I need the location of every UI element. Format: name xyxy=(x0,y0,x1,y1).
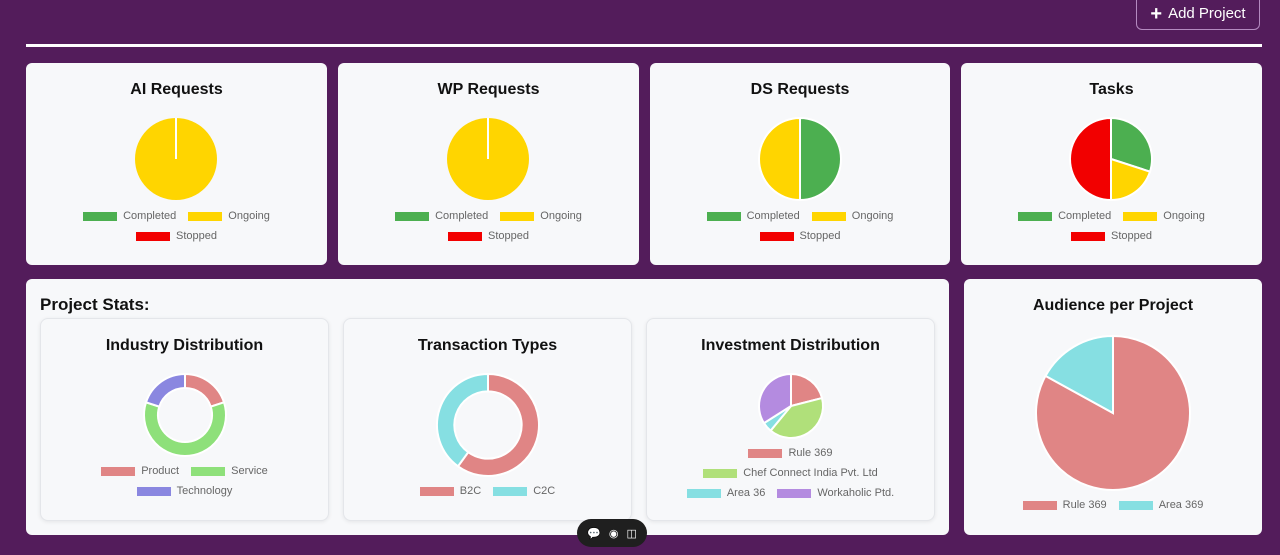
investment-distribution-card: Investment Distribution Rule 369 Chef Co… xyxy=(646,318,935,521)
tasks-card: Tasks Completed Ongoing Stopped xyxy=(961,63,1262,265)
slice-ongoing[interactable] xyxy=(758,116,801,202)
ds-requests-title: DS Requests xyxy=(750,81,850,98)
ai-requests-pie xyxy=(135,118,217,200)
project-stats-card: Project Stats: Industry Distribution Pro… xyxy=(26,279,949,535)
wp-requests-title: WP Requests xyxy=(437,81,540,98)
legend-rule-369[interactable]: Rule 369 xyxy=(1022,499,1107,511)
slice-service[interactable] xyxy=(143,401,227,457)
legend-rule-369[interactable]: Rule 369 xyxy=(748,447,833,459)
slice-technology[interactable] xyxy=(144,372,186,408)
ai-requests-title: AI Requests xyxy=(130,81,223,98)
investment-title: Investment Distribution xyxy=(701,337,880,354)
wp-requests-card: WP Requests Completed Ongoing Stopped xyxy=(338,63,639,265)
slice-product[interactable] xyxy=(184,372,226,408)
comment-icon[interactable]: 💬 xyxy=(587,527,601,540)
audience-pie xyxy=(1035,334,1191,491)
transaction-types-card: Transaction Types B2C C2C xyxy=(343,318,632,521)
legend-workaholic[interactable]: Workaholic Ptd. xyxy=(777,487,894,499)
panel-icon[interactable]: ◫ xyxy=(626,527,637,540)
ds-requests-card: DS Requests Completed Ongoing Stopped xyxy=(650,63,950,265)
legend-area-36[interactable]: Area 36 xyxy=(686,487,765,499)
tasks-pie xyxy=(1069,116,1153,202)
audience-legend: Rule 369 Area 369 xyxy=(964,495,1262,515)
legend-stopped[interactable]: Stopped xyxy=(136,230,217,242)
legend-technology[interactable]: Technology xyxy=(136,485,232,497)
slice-workaholic-ptd-[interactable] xyxy=(758,372,792,425)
transaction-legend: B2C C2C xyxy=(344,481,631,501)
industry-title: Industry Distribution xyxy=(105,337,264,354)
slice-ongoing[interactable] xyxy=(1110,157,1152,202)
slice-area-369[interactable] xyxy=(1044,334,1114,415)
transaction-title: Transaction Types xyxy=(417,337,558,354)
legend-ongoing[interactable]: Ongoing xyxy=(811,210,893,222)
slice-c2c[interactable] xyxy=(436,372,489,468)
legend-product[interactable]: Product xyxy=(101,465,179,477)
legend-completed[interactable]: Completed xyxy=(706,210,800,222)
investment-pie xyxy=(758,372,824,439)
slice-chef-connect-india-pvt-ltd[interactable] xyxy=(769,396,824,439)
audience-card: Audience per Project Rule 369 Area 369 xyxy=(964,279,1262,535)
industry-donut xyxy=(143,372,227,457)
tasks-title: Tasks xyxy=(1089,81,1134,98)
legend-area-369[interactable]: Area 369 xyxy=(1118,499,1203,511)
legend-ongoing[interactable]: Ongoing xyxy=(188,210,270,222)
industry-distribution-card: Industry Distribution Product Service Tec… xyxy=(40,318,329,521)
legend-ongoing[interactable]: Ongoing xyxy=(500,210,582,222)
legend-completed[interactable]: Completed xyxy=(83,210,176,222)
project-stats-title: Project Stats: xyxy=(40,295,150,314)
ds-requests-legend: Completed Ongoing Stopped xyxy=(650,206,950,246)
legend-completed[interactable]: Completed xyxy=(395,210,488,222)
audience-title: Audience per Project xyxy=(1032,297,1194,314)
slice-completed[interactable] xyxy=(1110,116,1153,173)
slice-completed[interactable] xyxy=(799,116,842,202)
tasks-legend: Completed Ongoing Stopped xyxy=(961,206,1262,246)
header-divider xyxy=(26,44,1262,47)
legend-chef-connect[interactable]: Chef Connect India Pvt. Ltd xyxy=(703,467,878,479)
slice-stopped[interactable] xyxy=(1069,116,1112,202)
legend-b2c[interactable]: B2C xyxy=(419,485,481,497)
add-project-label: Add Project xyxy=(1168,5,1246,22)
wp-requests-legend: Completed Ongoing Stopped xyxy=(338,206,639,246)
legend-service[interactable]: Service xyxy=(191,465,268,477)
legend-stopped[interactable]: Stopped xyxy=(1071,230,1152,242)
legend-stopped[interactable]: Stopped xyxy=(448,230,529,242)
ai-requests-card: AI Requests Completed Ongoing Stopped xyxy=(26,63,327,265)
ai-requests-legend: Completed Ongoing Stopped xyxy=(26,206,327,246)
view-icon[interactable]: ◉ xyxy=(608,527,619,540)
floating-toolbar: 💬 ◉ ◫ xyxy=(577,519,647,547)
wp-requests-pie xyxy=(447,118,529,200)
ds-requests-pie xyxy=(758,116,842,202)
legend-ongoing[interactable]: Ongoing xyxy=(1123,210,1205,222)
slice-b2c[interactable] xyxy=(456,372,540,477)
legend-c2c[interactable]: C2C xyxy=(493,485,555,497)
add-project-button[interactable]: + Add Project xyxy=(1136,0,1260,30)
legend-stopped[interactable]: Stopped xyxy=(759,230,840,242)
legend-completed[interactable]: Completed xyxy=(1018,210,1111,222)
plus-icon: + xyxy=(1150,2,1163,25)
investment-legend: Rule 369 Chef Connect India Pvt. Ltd Are… xyxy=(647,443,934,503)
industry-legend: Product Service Technology xyxy=(41,461,328,501)
transaction-donut xyxy=(436,372,540,477)
